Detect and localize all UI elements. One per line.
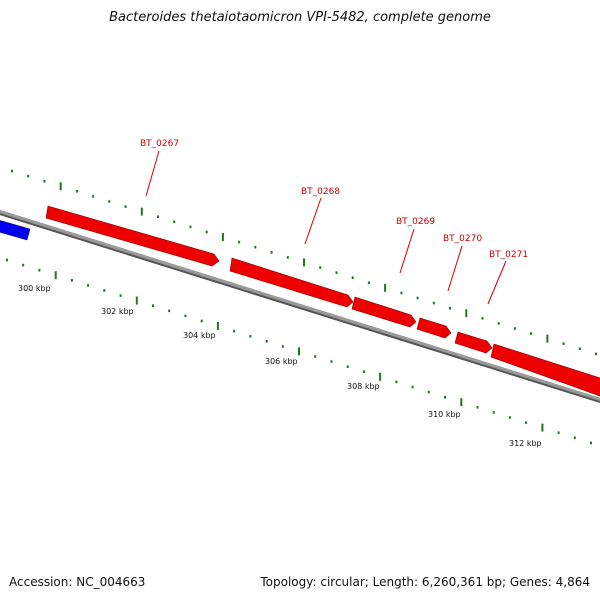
scale-label: 308 kbp [347,382,380,391]
leader-BT_0267 [145,150,160,197]
scale-label: 312 kbp [509,439,542,448]
upper-tick-track [11,169,597,356]
gene-label[interactable]: BT_0268 [301,187,340,197]
gene-feature-BT_0270[interactable] [416,317,452,339]
scale-labels: 300 kbp 302 kbp 304 kbp 306 kbp 308 kbp … [18,284,542,448]
scale-label: 310 kbp [428,410,461,419]
gene-feature-BT_0268[interactable] [229,257,354,308]
accession-text: Accession: NC_004663 [9,575,146,589]
leader-BT_0269 [399,228,415,274]
page-title: Bacteroides thetaiotaomicron VPI-5482, c… [109,10,491,25]
leader-BT_0271 [487,260,507,305]
gene-feature-BT_0271[interactable] [454,331,493,354]
leader-BT_0268 [304,197,322,245]
gene-feature-BT_0267[interactable] [45,205,220,267]
scale-label: 300 kbp [18,284,51,293]
gene-label[interactable]: BT_0269 [396,217,435,227]
scale-label: 306 kbp [265,357,298,366]
gene-label[interactable]: BT_0271 [489,250,528,260]
gene-label[interactable]: BT_0270 [443,234,482,244]
reverse-gene-feature[interactable] [0,219,31,241]
gene-labels: BT_0267 BT_0268 BT_0269 BT_0270 BT_0271 [140,139,528,260]
gene-feature-BT_0269[interactable] [351,296,417,328]
scale-label: 304 kbp [183,331,216,340]
lower-tick-track [6,258,592,445]
gene-feature-next[interactable] [490,343,600,397]
scale-label: 302 kbp [101,307,134,316]
genome-summary-text: Topology: circular; Length: 6,260,361 bp… [260,575,590,589]
gene-label-leaders [145,150,507,305]
gene-label[interactable]: BT_0267 [140,139,179,149]
backbone [0,209,600,404]
leader-BT_0270 [447,245,463,292]
